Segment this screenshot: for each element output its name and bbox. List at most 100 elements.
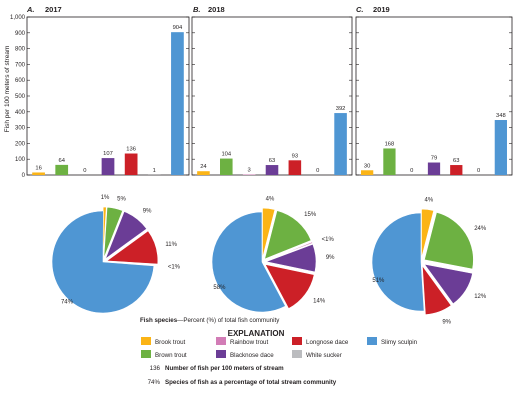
pie-slice [423, 263, 473, 305]
bar [450, 165, 463, 175]
bar-value-label: 63 [269, 158, 275, 164]
bar-panel-2019: C. 2019 30 168 0 79 63 0 348 [355, 5, 513, 176]
pie-percent-label: 9% [143, 209, 152, 215]
bar [265, 165, 279, 175]
bar-value-label: 104 [221, 152, 231, 158]
bar [101, 158, 115, 175]
y-tick-label: 600 [15, 78, 26, 84]
legend-swatch [216, 337, 226, 345]
bar [383, 148, 396, 175]
legend-swatch [141, 337, 151, 345]
pie-slice [262, 207, 276, 259]
pie-percent-label: 4% [266, 197, 275, 203]
pie-percent-label: 9% [442, 319, 451, 325]
pie-percent-label: 5% [117, 197, 126, 203]
pie-chart-2018: 4% 15% <1% 9% 14% 58% [211, 197, 335, 313]
bar-value-label: 93 [292, 153, 298, 159]
y-tick-label: 400 [15, 110, 26, 116]
bar-value-label: 79 [431, 156, 437, 162]
pie-percent-label: <1% [322, 237, 335, 243]
legend-label: Blacknose dace [230, 352, 274, 359]
count-example: 136 [150, 365, 161, 372]
legend-item: White sucker [292, 350, 342, 359]
plot-frame [355, 16, 513, 176]
pie-percent-label: 9% [326, 255, 335, 261]
bar-value-label: 16 [35, 165, 41, 171]
y-tick-label: 500 [15, 94, 26, 100]
legend-label: Rainbow trout [230, 339, 268, 346]
y-tick-label: 300 [15, 126, 26, 132]
bar [334, 113, 347, 175]
bar-panel-2018: B. 2018 24 104 3 63 93 0 392 [191, 5, 353, 176]
pie-percent-label: 15% [304, 212, 317, 218]
pie-chart-2019: 4% 24% 12% 9% 51% [371, 197, 487, 325]
bar [124, 153, 138, 175]
pie-percent-label: 74% [61, 299, 74, 305]
legend-label: Longnose dace [306, 339, 349, 346]
bar-value-label: 0 [410, 168, 413, 174]
pie-percent-label: 58% [213, 285, 226, 291]
pie-slice [264, 263, 315, 309]
panel-letter: C. [356, 5, 364, 14]
percent-description: Species of fish as a percentage of total… [165, 379, 337, 386]
bar-value-label: 30 [364, 163, 370, 169]
bar-value-label: 24 [200, 164, 207, 170]
bar [494, 120, 507, 175]
legend-item: Slimy sculpin [367, 337, 418, 346]
species-heading: Fish species—Percent (%) of total fish c… [140, 317, 280, 324]
pie-slice [371, 212, 425, 312]
bar [32, 172, 45, 175]
bar-value-label: 107 [103, 151, 113, 157]
legend-label: White sucker [306, 352, 342, 359]
bar [427, 162, 441, 175]
y-tick-label: 100 [15, 157, 26, 163]
pie-percent-label: <1% [168, 264, 181, 270]
legend-swatch [292, 350, 302, 358]
y-tick-label: 1,000 [10, 15, 26, 21]
pie-slice [264, 210, 312, 260]
legend-swatch [367, 337, 377, 345]
bar-value-label: 1 [153, 168, 156, 174]
bar [288, 160, 302, 175]
pie-percent-label: 51% [372, 278, 385, 284]
bar-value-label: 0 [316, 168, 319, 174]
bar-value-label: 348 [496, 113, 506, 119]
pie-percent-label: 4% [425, 197, 434, 203]
y-tick-label: 200 [15, 141, 26, 147]
pie-slice [105, 230, 159, 265]
bar [220, 158, 233, 175]
bar-value-label: 136 [126, 147, 136, 153]
bar-value-label: 64 [58, 158, 65, 164]
pie-slice [424, 212, 474, 270]
legend-label: Brown trout [155, 352, 187, 359]
bar-value-label: 392 [336, 106, 346, 112]
bar [171, 32, 184, 175]
pie-slice [211, 211, 286, 313]
pie-slice [264, 243, 317, 273]
y-tick-label: 800 [15, 47, 26, 53]
y-tick-label: 700 [15, 62, 26, 68]
legend-item: Brown trout [141, 350, 187, 359]
percent-example: 74% [148, 379, 161, 386]
bar-value-label: 0 [83, 168, 86, 174]
pie-percent-label: 11% [165, 242, 177, 248]
bar [197, 171, 210, 175]
bar-panel-2017: A. 2017 0 100 200 300 400 500 600 700 800 900 1,00… [10, 5, 190, 179]
panel-year: 2017 [45, 5, 62, 14]
legend-item: Rainbow trout [216, 337, 268, 346]
y-tick-label: 0 [22, 173, 26, 179]
legend-swatch [216, 350, 226, 358]
pie-slice [421, 208, 435, 259]
pie-percent-label: 14% [313, 298, 326, 304]
legend-item: Brook trout [141, 337, 186, 346]
pie-slice [103, 206, 124, 259]
legend-label: Brook trout [155, 339, 186, 346]
bar-value-label: 63 [453, 158, 459, 164]
count-description: Number of fish per 100 meters of stream [165, 365, 284, 372]
pie-percent-label: 24% [474, 226, 487, 232]
panel-year: 2018 [208, 5, 225, 14]
legend-item: Longnose dace [292, 337, 349, 346]
pie-slice [265, 241, 313, 261]
pie-slice [421, 264, 452, 315]
